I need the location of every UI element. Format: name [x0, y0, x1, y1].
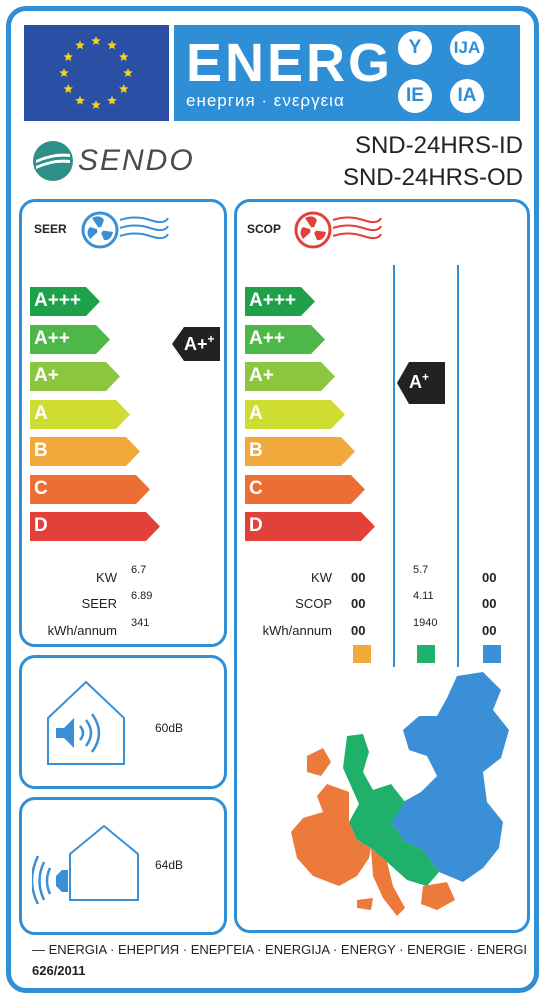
model-indoor: SND-24HRS-ID: [354, 132, 523, 159]
seer-value-seer: 6.89: [131, 590, 153, 602]
scop-col3-scop: 00: [482, 596, 497, 611]
scop-label-kw: KW: [311, 570, 332, 585]
scop-panel: SCOP A+++ A++ A+ A B C D A+ KW SCOP kWh/annum …: [234, 199, 530, 933]
scop-col3-kw: 00: [482, 570, 497, 585]
scop-label-kwh: kWh/annum: [262, 623, 332, 638]
scop-class-label: A+++: [249, 290, 297, 311]
seer-title: SEER: [34, 222, 67, 236]
seer-label-seer: SEER: [81, 596, 117, 611]
seer-class-bar: A: [30, 399, 130, 429]
footer-languages-text: ENERGIA · ЕНЕРГИЯ · ΕΝΕΡΓΕΙΑ · ENERGIJA …: [48, 942, 528, 957]
zone-average-square: [417, 645, 435, 663]
seer-class-label: B: [34, 440, 48, 461]
scop-class-bar: A+: [245, 362, 335, 391]
scop-class-bar: A: [245, 399, 345, 429]
energy-banner: ENERG енергия · ενεργεια Y IJA IE IA: [174, 25, 520, 121]
scop-class-bar: B: [245, 437, 355, 466]
scop-col2-kw: 5.7: [413, 564, 429, 576]
outdoor-noise-value: 64dB: [155, 858, 184, 872]
scop-class-label: B: [249, 440, 263, 461]
seer-class-bar: A++: [30, 324, 110, 354]
energy-subtitle: енергия · ενεργεια: [186, 91, 345, 110]
seer-class-bar: D: [30, 512, 160, 541]
indoor-noise-icon: [47, 680, 125, 765]
scop-class-label: D: [249, 515, 263, 536]
heating-fan-icon: [294, 211, 382, 249]
scop-title: SCOP: [247, 222, 282, 236]
seer-class-bar: A+: [30, 362, 120, 391]
seer-class-label: A: [34, 402, 48, 424]
seer-label-kw: KW: [96, 570, 117, 585]
seer-class-bar: B: [30, 437, 140, 466]
scop-class-bar: A+++: [245, 287, 315, 316]
seer-class-bar: A+++: [30, 287, 100, 316]
scop-col2-scop: 4.11: [413, 590, 434, 602]
lang-circle-ija: IJA: [450, 31, 484, 65]
scop-class-label: A++: [249, 327, 285, 349]
seer-rating-class: A+: [184, 334, 208, 354]
outdoor-noise-icon: [32, 824, 139, 904]
scop-rating-sup: +: [422, 370, 430, 384]
seer-class-label: A++: [34, 327, 70, 349]
footer-dash: —: [32, 942, 49, 957]
energy-word: ENERG: [186, 33, 394, 93]
scop-col1-scop: 00: [351, 596, 366, 611]
scop-class-label: A+: [249, 365, 274, 386]
eu-flag: [24, 25, 169, 121]
scop-class-bar: D: [245, 512, 375, 541]
seer-class-label: A+++: [34, 290, 82, 311]
lang-circle-ie: IE: [398, 79, 432, 113]
seer-class-bar: C: [30, 474, 150, 504]
scop-class-label: C: [249, 477, 263, 499]
regulation-number: 626/2011: [32, 963, 86, 978]
scop-column-divider-1: [393, 265, 395, 667]
zone-colder-square: [483, 645, 501, 663]
seer-rating-sup: +: [207, 332, 215, 346]
eu-stars-icon: [59, 36, 133, 109]
seer-class-label: D: [34, 515, 48, 536]
seer-class-label: C: [34, 477, 48, 499]
indoor-noise-panel: 60dB: [19, 655, 227, 789]
scop-column-divider-2: [457, 265, 459, 667]
seer-panel: SEER A+++ A++ A+ A B C D A++ KW SEER kWh/annum…: [19, 199, 227, 647]
outdoor-noise-panel: 64dB: [19, 797, 227, 935]
scop-col3-kwh: 00: [482, 623, 497, 638]
cooling-fan-icon: [81, 211, 169, 249]
seer-value-kw: 6.7: [131, 564, 147, 576]
lang-circle-ia: IA: [450, 79, 484, 113]
scop-rating-indicator: A+: [397, 362, 445, 404]
europe-climate-map-icon: [291, 672, 509, 916]
scop-label-scop: SCOP: [295, 596, 332, 611]
scop-col1-kw: 00: [351, 570, 366, 585]
scop-col1-kwh: 00: [351, 623, 366, 638]
brand-name: SENDO: [78, 144, 195, 177]
scop-class-bar: A++: [245, 324, 325, 354]
scop-class-label: A: [249, 402, 263, 424]
zone-warmer-square: [353, 645, 371, 663]
footer-languages: — ENERGIA · ЕНЕРГИЯ · ΕΝΕΡΓΕΙΑ · ENERGIJ…: [32, 942, 527, 957]
sendo-logo-icon: [33, 141, 73, 181]
lang-circle-y: Y: [398, 31, 432, 65]
scop-col2-kwh: 1940: [413, 617, 438, 629]
scop-class-bar: C: [245, 474, 365, 504]
seer-rating-indicator: A++: [172, 327, 220, 361]
indoor-noise-value: 60dB: [155, 721, 184, 735]
model-outdoor: SND-24HRS-OD: [342, 164, 523, 191]
seer-label-kwh: kWh/annum: [47, 623, 117, 638]
brand-logo: SENDO: [32, 140, 193, 187]
scop-rating-class: A: [409, 372, 422, 392]
seer-value-kwh: 341: [131, 617, 150, 629]
seer-class-label: A+: [34, 365, 59, 386]
